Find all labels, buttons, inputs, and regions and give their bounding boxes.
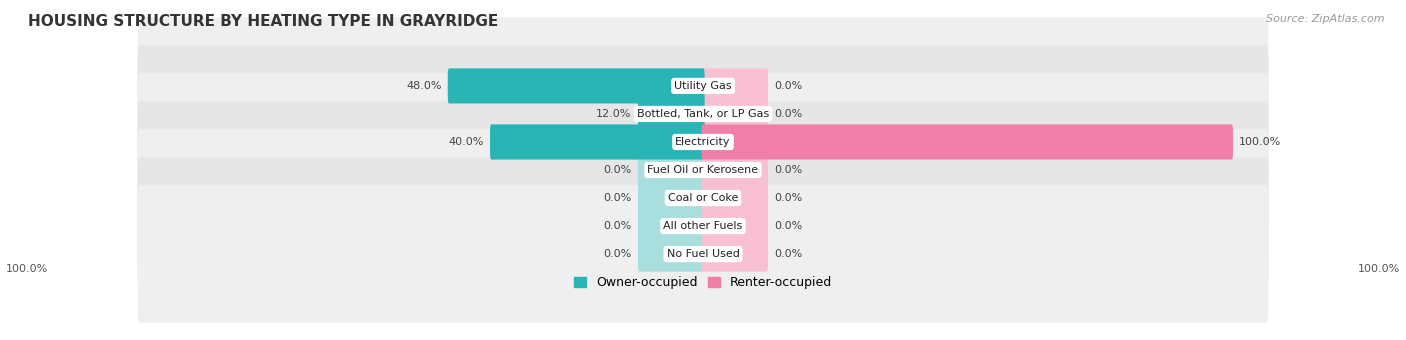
Text: 0.0%: 0.0% — [775, 109, 803, 119]
FancyBboxPatch shape — [702, 208, 768, 243]
Text: 0.0%: 0.0% — [775, 193, 803, 203]
FancyBboxPatch shape — [702, 152, 768, 188]
FancyBboxPatch shape — [491, 124, 704, 159]
FancyBboxPatch shape — [702, 68, 768, 103]
FancyBboxPatch shape — [702, 237, 768, 272]
FancyBboxPatch shape — [138, 45, 1268, 183]
FancyBboxPatch shape — [638, 181, 704, 216]
Text: Coal or Coke: Coal or Coke — [668, 193, 738, 203]
FancyBboxPatch shape — [138, 185, 1268, 323]
Text: Electricity: Electricity — [675, 137, 731, 147]
Text: 0.0%: 0.0% — [775, 81, 803, 91]
FancyBboxPatch shape — [638, 97, 704, 132]
FancyBboxPatch shape — [138, 101, 1268, 239]
Text: 48.0%: 48.0% — [406, 81, 441, 91]
Text: 0.0%: 0.0% — [603, 221, 631, 231]
FancyBboxPatch shape — [702, 97, 768, 132]
Text: Bottled, Tank, or LP Gas: Bottled, Tank, or LP Gas — [637, 109, 769, 119]
Text: 12.0%: 12.0% — [596, 109, 631, 119]
FancyBboxPatch shape — [447, 68, 704, 103]
FancyBboxPatch shape — [702, 124, 1233, 159]
FancyBboxPatch shape — [447, 68, 704, 103]
Text: 0.0%: 0.0% — [775, 221, 803, 231]
FancyBboxPatch shape — [638, 237, 704, 272]
FancyBboxPatch shape — [138, 73, 1268, 211]
FancyBboxPatch shape — [702, 124, 1233, 159]
Text: 0.0%: 0.0% — [775, 165, 803, 175]
FancyBboxPatch shape — [638, 208, 704, 243]
FancyBboxPatch shape — [638, 152, 704, 188]
FancyBboxPatch shape — [138, 129, 1268, 267]
Text: 0.0%: 0.0% — [603, 249, 631, 259]
Text: Utility Gas: Utility Gas — [675, 81, 731, 91]
Text: No Fuel Used: No Fuel Used — [666, 249, 740, 259]
Text: HOUSING STRUCTURE BY HEATING TYPE IN GRAYRIDGE: HOUSING STRUCTURE BY HEATING TYPE IN GRA… — [28, 14, 498, 29]
FancyBboxPatch shape — [702, 181, 768, 216]
Text: Source: ZipAtlas.com: Source: ZipAtlas.com — [1267, 14, 1385, 23]
Text: 100.0%: 100.0% — [6, 264, 48, 274]
FancyBboxPatch shape — [491, 124, 704, 159]
Text: 0.0%: 0.0% — [775, 249, 803, 259]
Text: All other Fuels: All other Fuels — [664, 221, 742, 231]
FancyBboxPatch shape — [138, 17, 1268, 155]
Text: Fuel Oil or Kerosene: Fuel Oil or Kerosene — [647, 165, 759, 175]
Legend: Owner-occupied, Renter-occupied: Owner-occupied, Renter-occupied — [568, 271, 838, 294]
FancyBboxPatch shape — [138, 157, 1268, 295]
Text: 0.0%: 0.0% — [603, 165, 631, 175]
Text: 40.0%: 40.0% — [449, 137, 484, 147]
Text: 0.0%: 0.0% — [603, 193, 631, 203]
FancyBboxPatch shape — [638, 97, 704, 132]
Text: 100.0%: 100.0% — [1358, 264, 1400, 274]
Text: 100.0%: 100.0% — [1239, 137, 1281, 147]
